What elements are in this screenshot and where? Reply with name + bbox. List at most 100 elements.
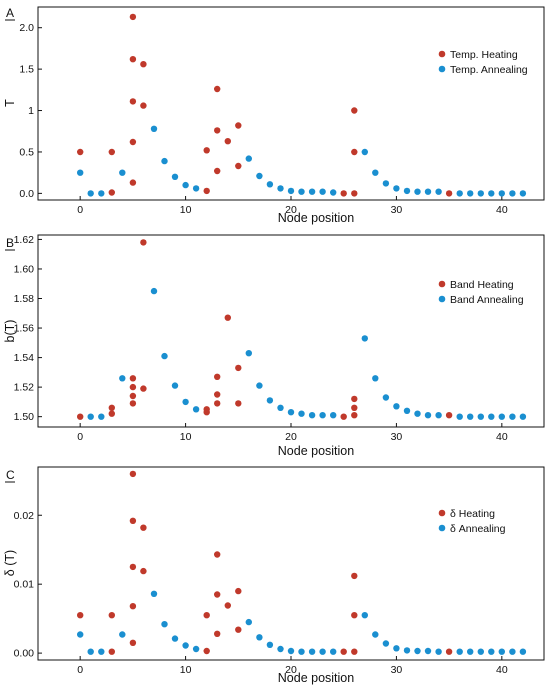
panel-b-annealing-point (414, 410, 421, 417)
panel-c-y-tick-label: 0.00 (14, 648, 35, 660)
panel-a-annealing-point (77, 169, 84, 176)
panel-c-annealing-point (519, 648, 527, 655)
panel-c-annealing-point (372, 631, 379, 638)
panel-c-annealing-point (488, 648, 495, 655)
panel-a-annealing-point (119, 169, 126, 176)
panel-c-y-axis-label: δ (T) (3, 550, 17, 576)
panel-c-x-tick-label: 40 (496, 664, 508, 676)
panel-c-annealing-point (456, 648, 463, 655)
panel-a-y-tick-label: 0.5 (19, 146, 34, 158)
panel-c-annealing-point (308, 648, 316, 655)
panel-a-heating-point (140, 102, 147, 109)
panel-a-annealing-point (182, 181, 189, 189)
panel-c-annealing-point (393, 645, 400, 652)
panel-c-heating-point (140, 567, 147, 575)
legend-label-heating: δ Heating (450, 508, 495, 520)
panel-c-annealing-point (477, 648, 484, 655)
panel-a-heating-point (129, 98, 137, 105)
panel-c-annealing-point (330, 648, 337, 655)
panel-a-heating-point (351, 190, 358, 197)
panel-b-annealing-point (308, 412, 316, 419)
panel-c-heating-point (129, 517, 137, 524)
panel-a-label: A (6, 6, 14, 20)
legend-label-heating: Band Heating (450, 279, 514, 291)
panel-b-x-tick-label: 30 (391, 431, 403, 443)
panel-b-heating-point (77, 413, 84, 420)
legend-label-annealing: Band Annealing (450, 294, 524, 306)
panel-a-heating-point (235, 122, 242, 129)
panel-c-heating-point (129, 563, 137, 571)
panel-b-heating-point (140, 239, 147, 246)
panel-c-heating-point (351, 648, 358, 655)
panel-c-annealing-point (498, 648, 505, 655)
panel-b-annealing-point (266, 397, 274, 404)
panel-a-annealing-point (435, 188, 442, 195)
panel-b-annealing-point (245, 350, 252, 357)
panel-a-annealing-point (256, 172, 263, 180)
panel-c-heating-point (129, 639, 137, 646)
panel-b-annealing-point (435, 412, 442, 419)
panel-c-heating-point (203, 647, 210, 655)
panel-b-y-tick-label: 1.58 (14, 293, 35, 305)
panel-c-legend: δ Heating δ Annealing (438, 508, 506, 535)
panel-a-annealing-point (277, 185, 284, 192)
panel-a-heating-point (77, 148, 84, 156)
panel-c-heating-point (235, 626, 242, 633)
panel-b-annealing-point (456, 413, 463, 420)
panel-a-annealing-point (498, 190, 505, 197)
panel-b-annealing-point (372, 375, 379, 382)
panel-b-annealing-point (477, 413, 484, 420)
panel-c-heating-point (129, 603, 137, 610)
panel-c-heating-point (214, 591, 221, 598)
panel-b-annealing-point (87, 413, 94, 420)
panel-a-annealing-point (319, 188, 326, 195)
panel-c-x-tick-label: 30 (391, 664, 403, 676)
panel-a-annealing-point (192, 185, 200, 192)
panel-a-heating-point (203, 147, 210, 154)
panel-b-heating-point (340, 413, 347, 420)
panel-c-annealing-point (77, 631, 84, 638)
panel-c-x-tick-label: 10 (180, 664, 192, 676)
panel-b-y-tick-label: 1.60 (14, 263, 35, 275)
panel-b-x-axis-label: Node position (278, 444, 354, 458)
panel-a-annealing-point (403, 187, 411, 195)
panel-b-annealing-point (319, 412, 326, 419)
panel-b-annealing-point (119, 375, 126, 382)
panel-a: A T Node position 0 10 20 30 40 0.0 0.5 1 1.5 2.0… (3, 6, 545, 225)
panel-c-annealing-point (277, 645, 284, 653)
legend-marker-annealing (438, 524, 446, 532)
panel-b-x-tick-label: 0 (77, 431, 83, 443)
panel-c-heating-point (340, 648, 347, 655)
panel-c-annealing-point (424, 647, 432, 655)
panel-a-heating-point (129, 179, 137, 186)
panel-b-annealing-point (488, 413, 495, 420)
panel-c-heating-point (224, 602, 231, 609)
panel-a-heating-point (235, 162, 242, 170)
panel-b-annealing-point (361, 335, 368, 342)
panel-a-annealing-point (266, 181, 274, 188)
panel-a-annealing-point (488, 190, 495, 197)
panel-b-y-axis-label: b(T) (3, 320, 17, 343)
panel-a-frame (37, 6, 545, 201)
panel-b-heating-point (129, 383, 137, 391)
panel-c-heating-point (445, 648, 453, 655)
panel-a-x-tick-label: 10 (180, 204, 192, 216)
panel-b-annealing-point (277, 404, 284, 411)
panel-b-heating-point (214, 373, 221, 380)
panel-c-annealing-point (382, 640, 390, 647)
panel-b-annealing-point (298, 410, 305, 417)
panel-a-annealing-point (372, 169, 379, 176)
panel-a-legend: Temp. Heating Temp. Annealing (438, 49, 528, 76)
panel-b-heating-point (108, 410, 116, 417)
panel-b-annealing-point (287, 409, 295, 416)
panel-a-annealing-point (361, 148, 368, 156)
panel-b-annealing-point (330, 412, 337, 419)
panel-a-annealing-point (298, 188, 305, 195)
panel-c-annealing-point (361, 612, 368, 619)
panel-a-y-tick-label: 0.0 (19, 188, 34, 200)
panel-b-heating-point (235, 364, 242, 372)
panel-a-annealing-point (393, 185, 400, 192)
panel-b-x-tick-label: 20 (285, 431, 297, 443)
panel-c-heating-point (129, 470, 137, 478)
panel-b-y-tick-label: 1.52 (14, 382, 35, 394)
